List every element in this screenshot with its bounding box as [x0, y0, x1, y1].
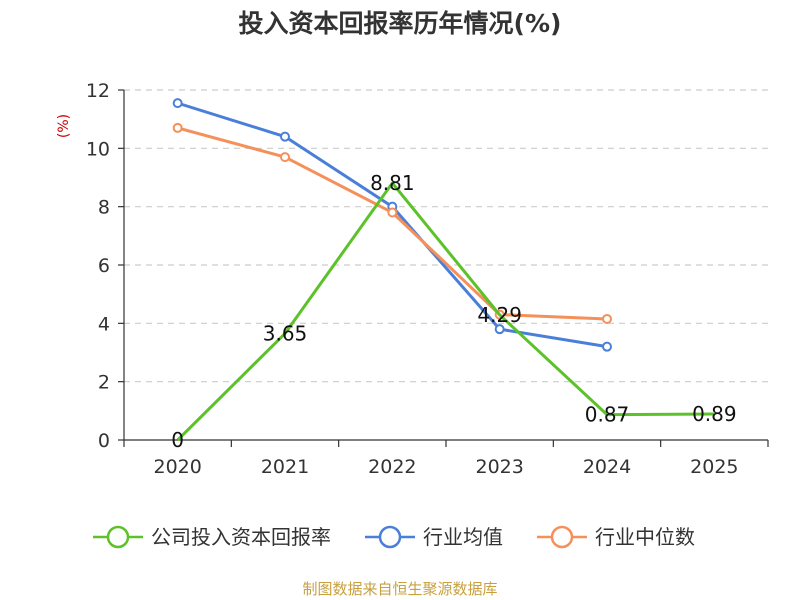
- legend-marker-2: [550, 525, 574, 549]
- legend-label-2: 行业中位数: [595, 525, 695, 549]
- y-tick-label-10: 10: [86, 138, 110, 160]
- y-tick-label-4: 4: [98, 313, 110, 335]
- y-tick-label-2: 2: [98, 372, 110, 394]
- x-tick-labels: 2020 2021 2022 2023 2024 2025: [153, 456, 738, 478]
- series-1-point-1: [280, 131, 290, 142]
- x-tick-label-2021: 2021: [261, 456, 309, 478]
- series-1-point-0: [172, 98, 183, 109]
- axes: [118, 89, 769, 447]
- series-line-1: [177, 101, 608, 349]
- data-label-2023: 4.29: [477, 303, 522, 327]
- legend: 公司投入资本回报率 行业均值 行业中位数: [93, 525, 695, 549]
- series-2-point-4: [602, 313, 612, 324]
- y-tick-label-6: 6: [98, 255, 110, 277]
- y-tick-label-8: 8: [98, 197, 110, 219]
- series-line-2: [177, 126, 608, 321]
- data-label-2020: 0: [171, 428, 184, 452]
- y-axis-unit-label: (%): [56, 114, 72, 138]
- series-2: [172, 122, 612, 324]
- data-label-2022: 8.81: [370, 171, 415, 195]
- legend-marker-1: [378, 525, 402, 549]
- data-label-2024: 0.87: [585, 403, 630, 427]
- series-2-point-2: [387, 207, 398, 218]
- legend-label-0: 公司投入资本回报率: [151, 525, 331, 549]
- legend-item-2: 行业中位数: [537, 525, 695, 549]
- x-tick-label-2025: 2025: [690, 456, 738, 478]
- series-1: [172, 98, 612, 352]
- chart-title: 投入资本回报率历年情况(%): [239, 9, 562, 38]
- series-2-point-1: [280, 152, 290, 163]
- x-tick-label-2020: 2020: [153, 456, 201, 478]
- legend-marker-0: [106, 525, 130, 549]
- series-lines: [172, 98, 715, 442]
- data-label-2025: 0.89: [692, 402, 737, 426]
- x-tick-label-2023: 2023: [475, 456, 523, 478]
- data-labels: 0 3.65 8.81 4.29 0.87 0.89: [171, 171, 736, 452]
- legend-label-1: 行业均值: [423, 525, 503, 549]
- grid-lines: [124, 89, 768, 383]
- legend-item-1: 行业均值: [365, 525, 503, 549]
- series-2-point-0: [172, 122, 183, 133]
- y-tick-labels: 0 2 4 6 8 10 12: [86, 80, 110, 452]
- y-tick-label-12: 12: [86, 80, 110, 102]
- series-1-point-3: [494, 324, 505, 335]
- series-0: [176, 181, 715, 442]
- series-line-0: [176, 181, 715, 442]
- source-note: 制图数据来自恒生聚源数据库: [302, 580, 497, 598]
- legend-item-0: 公司投入资本回报率: [93, 525, 331, 549]
- series-1-point-4: [602, 341, 612, 352]
- data-label-2021: 3.65: [263, 322, 308, 346]
- x-tick-label-2024: 2024: [583, 456, 631, 478]
- x-tick-label-2022: 2022: [368, 456, 416, 478]
- y-tick-label-0: 0: [98, 430, 110, 452]
